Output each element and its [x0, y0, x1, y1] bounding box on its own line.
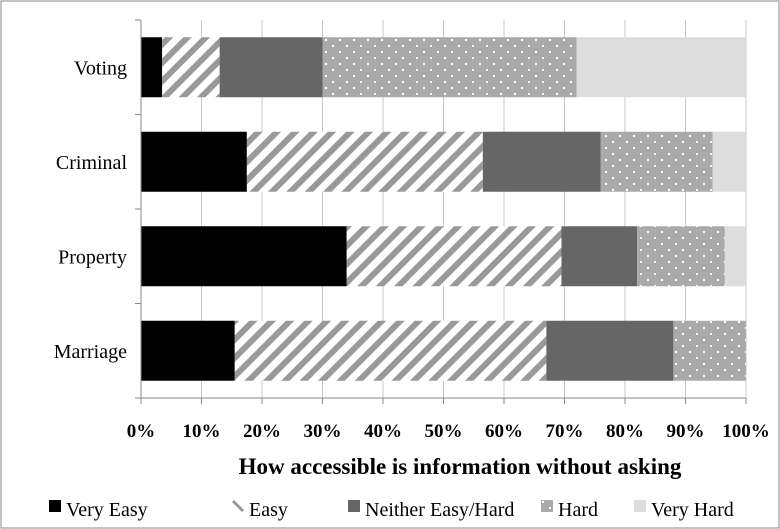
legend-swatch [348, 500, 360, 512]
bar-segment [724, 226, 746, 287]
bar-segment [219, 37, 323, 98]
bar-segment [162, 37, 220, 98]
x-tick-label: 10% [183, 421, 221, 442]
x-tick-label: 20% [243, 421, 281, 442]
legend-swatch [231, 499, 245, 513]
legend-label: Hard [558, 499, 598, 521]
legend-label: Very Hard [651, 499, 734, 521]
x-axis-title: How accessible is information without as… [239, 454, 682, 479]
x-tick-label: 70% [546, 421, 584, 442]
category-label: Voting [74, 57, 127, 79]
bar-segment [576, 37, 746, 98]
legend-label: Very Easy [66, 499, 148, 521]
legend-swatch [49, 500, 61, 512]
x-tick-label: 80% [606, 421, 644, 442]
x-tick-labels: 0% 10% 20% 30% 40% 50% 60% 70% 80% 90% 100% [127, 421, 770, 442]
bar-segment [673, 320, 746, 381]
bar-segment [637, 226, 725, 287]
category-labels: Voting Criminal Property Marriage [54, 57, 128, 363]
bar-segment [482, 131, 601, 192]
bar-segment [234, 320, 547, 381]
bar-segment [322, 37, 577, 98]
category-label: Criminal [56, 152, 128, 174]
x-tick-label: 50% [425, 421, 463, 442]
bar-segment [246, 131, 483, 192]
x-tick-label: 100% [722, 421, 770, 442]
bar-segment [346, 226, 562, 287]
axes [135, 19, 747, 404]
legend-swatch [541, 500, 553, 512]
x-tick-label: 40% [364, 421, 402, 442]
legend-label: Easy [249, 499, 288, 521]
legend: Very Easy Easy Neither Easy/Hard Hard Very H… [49, 499, 734, 521]
category-label: Property [58, 246, 127, 268]
bar-segment [546, 320, 674, 381]
bar-segment [141, 320, 235, 381]
x-tick-label: 90% [667, 421, 705, 442]
category-label: Marriage [54, 341, 127, 363]
bar-segment [141, 226, 347, 287]
bar-segment [141, 131, 247, 192]
bar-segment [141, 37, 163, 98]
x-tick-label: 60% [485, 421, 523, 442]
bar-segment [561, 226, 638, 287]
bar-segment [712, 131, 746, 192]
bars [141, 37, 746, 381]
x-tick-label: 0% [127, 421, 156, 442]
legend-label: Neither Easy/Hard [365, 499, 514, 521]
bar-segment [600, 131, 713, 192]
legend-swatch [634, 500, 646, 512]
x-tick-label: 30% [304, 421, 342, 442]
